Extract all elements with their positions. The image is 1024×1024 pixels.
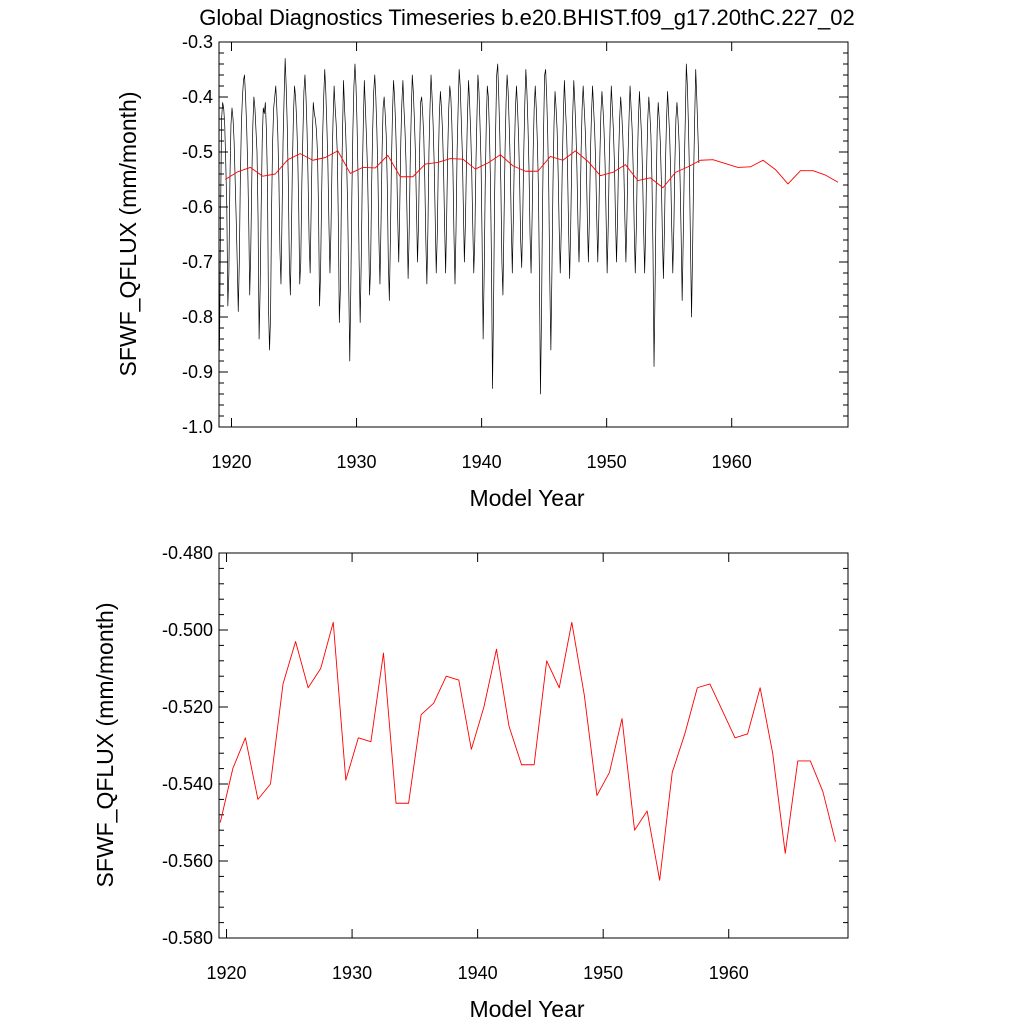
bottom-plot-frame <box>218 552 849 939</box>
y-tick-label: -0.560 <box>162 851 213 871</box>
x-tick-label: 1960 <box>712 452 752 472</box>
y-tick-label: -0.540 <box>162 774 213 794</box>
y-tick-label: -0.4 <box>182 87 213 107</box>
x-tick-label: 1960 <box>709 963 749 983</box>
top-annual-series-line <box>225 150 839 189</box>
x-tick-label: 1920 <box>211 452 251 472</box>
x-tick-label: 1930 <box>337 452 377 472</box>
y-tick-label: -0.5 <box>182 142 213 162</box>
bottom-x-axis-label: Model Year <box>469 996 584 1022</box>
bottom-annual-series-line <box>219 621 836 881</box>
x-tick-label: 1940 <box>458 963 498 983</box>
y-tick-label: -0.9 <box>182 362 213 382</box>
top-series <box>219 58 839 395</box>
y-tick-label: -0.580 <box>162 928 213 948</box>
y-tick-label: -0.6 <box>182 197 213 217</box>
bottom-y-axis-label: SFWF_QFLUX (mm/month) <box>92 603 118 888</box>
x-tick-label: 1920 <box>207 963 247 983</box>
x-tick-label: 1950 <box>583 963 623 983</box>
bottom-panel: -0.580 -0.560 -0.540 -0.520 -0.500 -0.480 1920… <box>92 543 849 1022</box>
bottom-axis-ticks <box>219 552 848 939</box>
y-tick-label: -0.3 <box>182 32 213 52</box>
x-tick-label: 1930 <box>332 963 372 983</box>
y-tick-label: -0.500 <box>162 620 213 640</box>
y-tick-label: -0.520 <box>162 697 213 717</box>
bottom-tick-labels: -0.580 -0.560 -0.540 -0.520 -0.500 -0.480 1920… <box>162 543 749 983</box>
top-monthly-series-line <box>219 58 700 395</box>
top-x-axis-label: Model Year <box>469 485 584 511</box>
figure-title: Global Diagnostics Timeseries b.e20.BHIS… <box>199 5 855 30</box>
y-tick-label: -1.0 <box>182 417 213 437</box>
top-y-axis-label: SFWF_QFLUX (mm/month) <box>115 92 141 377</box>
x-tick-label: 1940 <box>462 452 502 472</box>
top-tick-labels: -1.0 -0.9 -0.8 -0.7 -0.6 -0.5 -0.4 -0.3 1920 1930… <box>182 32 752 472</box>
y-tick-label: -0.480 <box>162 543 213 563</box>
top-axis-ticks <box>219 41 848 428</box>
top-plot-frame <box>218 41 849 428</box>
y-tick-label: -0.8 <box>182 307 213 327</box>
y-tick-label: -0.7 <box>182 252 213 272</box>
x-tick-label: 1950 <box>587 452 627 472</box>
bottom-series <box>219 621 836 881</box>
top-panel: -1.0 -0.9 -0.8 -0.7 -0.6 -0.5 -0.4 -0.3 1920 1930… <box>115 32 849 511</box>
